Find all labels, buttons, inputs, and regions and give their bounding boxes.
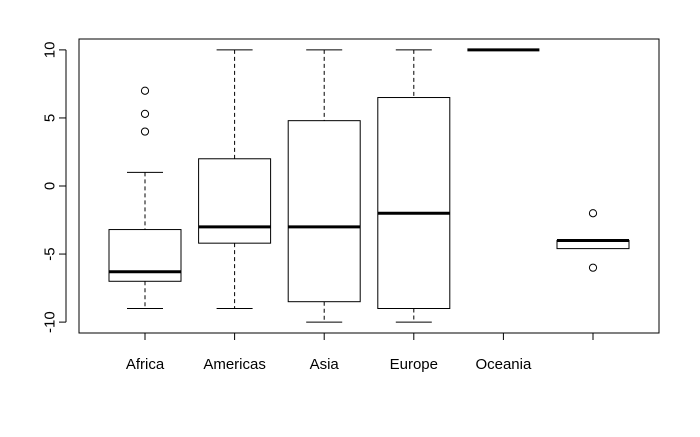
x-tick-label: Asia — [310, 356, 340, 373]
box-group — [198, 49, 272, 309]
x-tick-label: Europe — [390, 356, 438, 373]
box-group — [556, 209, 630, 272]
box-group — [287, 49, 361, 323]
outlier-point — [588, 263, 598, 272]
box-group — [377, 49, 451, 323]
iqr-box — [377, 97, 451, 310]
x-tick-label: Africa — [126, 356, 165, 373]
plot-frame — [78, 38, 660, 334]
y-tick-label: 10 — [42, 42, 59, 59]
x-tick-label: Oceania — [475, 356, 532, 373]
y-tick-label: 0 — [42, 182, 59, 190]
y-tick-label: 5 — [42, 114, 59, 122]
iqr-box — [198, 158, 272, 244]
y-tick-label: -5 — [42, 247, 59, 260]
box-series — [108, 48, 630, 323]
outlier-point — [588, 209, 598, 218]
outlier-point — [140, 86, 150, 95]
iqr-box — [287, 120, 361, 303]
outlier-point — [140, 127, 150, 136]
y-tick-label: -10 — [42, 311, 59, 333]
x-axis: Africa Americas Asia Europe Oceania — [126, 332, 594, 373]
box-group — [108, 86, 182, 309]
iqr-box — [108, 229, 182, 282]
outlier-point — [140, 109, 150, 118]
y-axis: -10 -5 0 5 10 — [42, 42, 67, 333]
x-tick-label: Americas — [203, 356, 266, 373]
